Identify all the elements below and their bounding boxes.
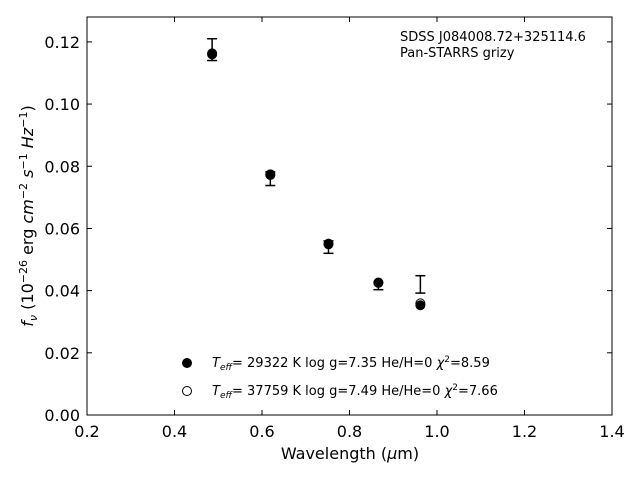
legend-marker-filled	[182, 358, 192, 368]
y-tick-label: 0.08	[44, 157, 80, 176]
y-tick-label: 0.00	[44, 406, 80, 425]
y-axis: 0.00 0.02 0.04 0.06 0.08 0.10 0.12	[44, 33, 612, 425]
model-point-open	[373, 277, 384, 288]
model-point-open	[415, 298, 426, 309]
y-tick-label: 0.02	[44, 344, 80, 363]
x-axis: 0.2 0.4 0.6 0.8 1.0 1.2 1.4	[74, 17, 625, 441]
x-tick-label: 0.6	[249, 422, 274, 441]
data-markers	[207, 48, 426, 311]
legend-entry-1: Teff= 29322 K log g=7.35 He/H=0 χ2=8.59	[212, 355, 490, 373]
x-tick-label: 0.4	[162, 422, 187, 441]
x-tick-label: 1.4	[599, 422, 624, 441]
model-point-open	[323, 238, 334, 249]
annotation-line-2: Pan-STARRS grizy	[400, 46, 515, 61]
model-point-filled	[415, 300, 426, 311]
x-tick-label: 0.8	[337, 422, 362, 441]
y-tick-label: 0.12	[44, 33, 80, 52]
legend-marker-open	[182, 386, 192, 396]
legend-entry-2: Teff= 37759 K log g=7.49 He/He=0 χ2=7.66	[212, 383, 498, 401]
x-tick-label: 1.2	[512, 422, 537, 441]
x-tick-label: 1.0	[424, 422, 449, 441]
x-tick-label: 0.2	[74, 422, 99, 441]
y-tick-label: 0.10	[44, 95, 80, 114]
y-tick-label: 0.06	[44, 219, 80, 238]
y-tick-label: 0.04	[44, 282, 80, 301]
model-point-open	[265, 169, 276, 180]
legend: Teff= 29322 K log g=7.35 He/H=0 χ2=8.59 …	[182, 355, 498, 401]
error-bars	[207, 38, 426, 294]
annotation-line-1: SDSS J084008.72+325114.6	[400, 30, 586, 45]
y-axis-label: fν (10−26 erg cm−2 s−1 Hz−1)	[17, 105, 40, 326]
x-axis-label: Wavelength (μm)	[281, 444, 419, 463]
model-point-open	[207, 48, 218, 59]
